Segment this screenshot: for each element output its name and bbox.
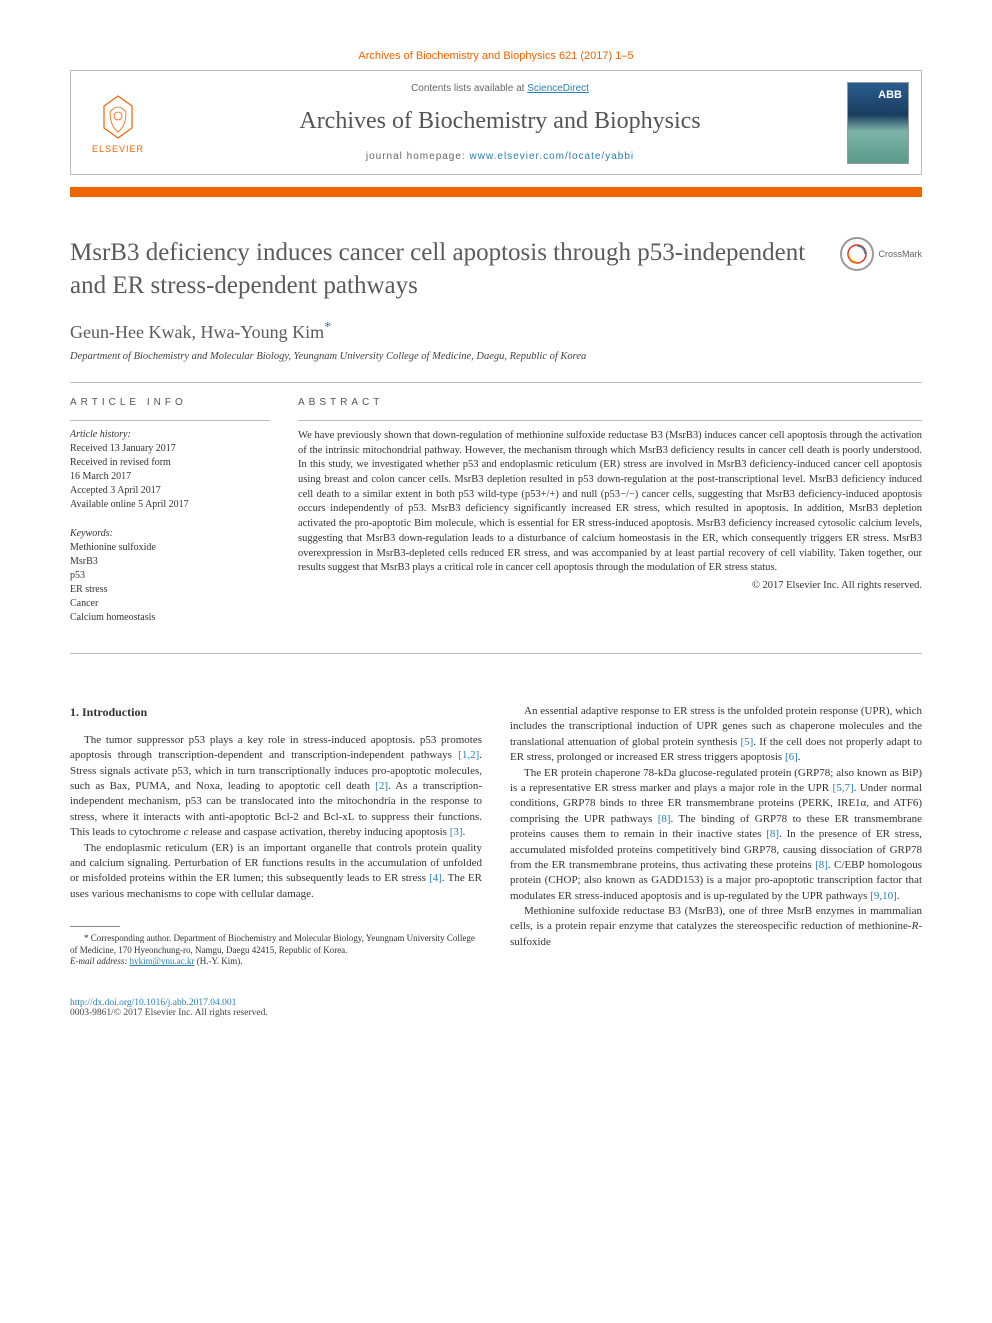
abstract-heading: ABSTRACT — [298, 397, 922, 408]
article-info-column: ARTICLE INFO Article history: Received 1… — [70, 397, 270, 625]
footer: http://dx.doi.org/10.1016/j.abb.2017.04.… — [70, 992, 922, 1018]
keyword: Methionine sulfoxide — [70, 541, 270, 555]
doi-link[interactable]: http://dx.doi.org/10.1016/j.abb.2017.04.… — [70, 998, 236, 1008]
abstract-copyright: © 2017 Elsevier Inc. All rights reserved… — [298, 580, 922, 591]
body-column-right: An essential adaptive response to ER str… — [510, 704, 922, 968]
ref-link[interactable]: [5,7] — [833, 782, 854, 794]
body-paragraph: Methionine sulfoxide reductase B3 (MsrB3… — [510, 904, 922, 950]
journal-cover-thumbnail — [847, 82, 909, 164]
history-item: Available online 5 April 2017 — [70, 498, 270, 512]
abstract-column: ABSTRACT We have previously shown that d… — [298, 397, 922, 625]
ref-link[interactable]: [9,10] — [870, 890, 897, 902]
contents-line: Contents lists available at ScienceDirec… — [153, 83, 847, 94]
article-title: MsrB3 deficiency induces cancer cell apo… — [70, 237, 840, 302]
body-column-left: 1. Introduction The tumor suppressor p53… — [70, 704, 482, 968]
keyword: Calcium homeostasis — [70, 611, 270, 625]
body-paragraph: The endoplasmic reticulum (ER) is an imp… — [70, 841, 482, 903]
history-item: 16 March 2017 — [70, 470, 270, 484]
section-heading: 1. Introduction — [70, 704, 482, 721]
issn-copyright: 0003-9861/© 2017 Elsevier Inc. All right… — [70, 1008, 922, 1018]
crossmark-icon — [846, 243, 868, 265]
history-item: Accepted 3 April 2017 — [70, 484, 270, 498]
ref-link[interactable]: [1,2] — [458, 749, 479, 761]
corresponding-author-footnote: * Corresponding author. Department of Bi… — [70, 933, 482, 968]
footnote-divider — [70, 926, 120, 927]
homepage-link[interactable]: www.elsevier.com/locate/yabbi — [470, 151, 635, 162]
journal-header-box: ELSEVIER Contents lists available at Sci… — [70, 70, 922, 175]
authors: Geun-Hee Kwak, Hwa-Young Kim* — [70, 320, 922, 343]
crossmark-badge[interactable]: CrossMark — [840, 237, 922, 271]
email-link[interactable]: hykim@ynu.ac.kr — [130, 956, 195, 966]
ref-link[interactable]: [4] — [429, 872, 442, 884]
divider — [70, 653, 922, 654]
ref-link[interactable]: [8] — [766, 828, 779, 840]
ref-link[interactable]: [6] — [785, 751, 798, 763]
keyword: ER stress — [70, 583, 270, 597]
keyword: p53 — [70, 569, 270, 583]
keyword: Cancer — [70, 597, 270, 611]
divider — [70, 382, 922, 383]
ref-link[interactable]: [5] — [740, 736, 753, 748]
abstract-text: We have previously shown that down-regul… — [298, 429, 922, 576]
history-item: Received 13 January 2017 — [70, 442, 270, 456]
ref-link[interactable]: [3] — [450, 826, 463, 838]
journal-citation: Archives of Biochemistry and Biophysics … — [70, 50, 922, 62]
sciencedirect-link[interactable]: ScienceDirect — [527, 83, 589, 94]
keywords-label: Keywords: — [70, 528, 270, 539]
keyword: MsrB3 — [70, 555, 270, 569]
ref-link[interactable]: [8] — [658, 813, 671, 825]
accent-bar — [70, 187, 922, 197]
crossmark-label: CrossMark — [878, 249, 922, 259]
homepage-line: journal homepage: www.elsevier.com/locat… — [153, 151, 847, 162]
history-item: Received in revised form — [70, 456, 270, 470]
body-paragraph: The tumor suppressor p53 plays a key rol… — [70, 733, 482, 841]
journal-name: Archives of Biochemistry and Biophysics — [153, 108, 847, 135]
publisher-name: ELSEVIER — [92, 144, 144, 154]
ref-link[interactable]: [8] — [815, 859, 828, 871]
history-label: Article history: — [70, 429, 270, 440]
corresponding-star: * — [324, 320, 331, 335]
article-info-heading: ARTICLE INFO — [70, 397, 270, 408]
affiliation: Department of Biochemistry and Molecular… — [70, 351, 922, 362]
ref-link[interactable]: [2] — [375, 780, 388, 792]
body-paragraph: An essential adaptive response to ER str… — [510, 704, 922, 766]
elsevier-logo: ELSEVIER — [83, 83, 153, 163]
body-paragraph: The ER protein chaperone 78-kDa glucose-… — [510, 766, 922, 905]
